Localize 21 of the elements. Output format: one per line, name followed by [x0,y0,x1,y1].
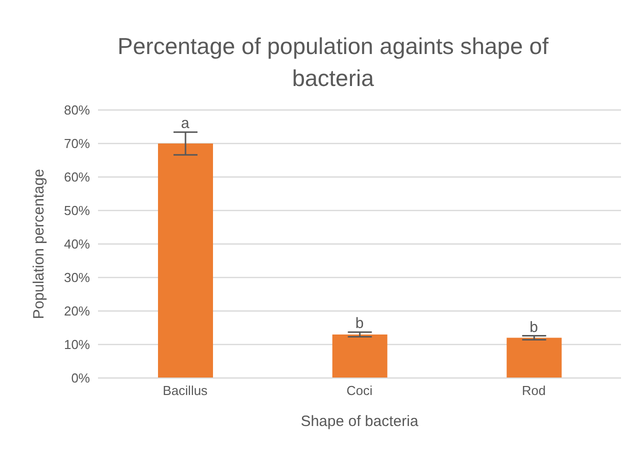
y-tick-label: 10% [64,337,90,352]
x-tick-label: Coci [346,383,373,398]
annotation: a [180,115,190,132]
bar [506,338,562,378]
bar [332,334,388,378]
chart-title: Percentage of population againts shape of bacteria [116,32,550,93]
bar [158,144,213,378]
x-tick-label: Bacillus [162,383,208,398]
y-tick-label: 30% [64,270,90,286]
y-axis-title: Population percentage [30,168,48,320]
y-tick-label: 60% [64,170,90,185]
y-tick-label: 0% [71,370,90,386]
x-tick-label: Rod [522,383,546,398]
x-axis-title: Shape of bacteria [300,413,419,430]
y-tick-label: 20% [64,304,90,319]
annotation: b [355,315,364,332]
annotation: b [530,318,538,336]
y-tick-label: 70% [64,136,90,152]
y-tick-label: 80% [64,102,90,118]
y-tick-label: 40% [64,236,90,252]
y-tick-label: 50% [64,203,90,218]
